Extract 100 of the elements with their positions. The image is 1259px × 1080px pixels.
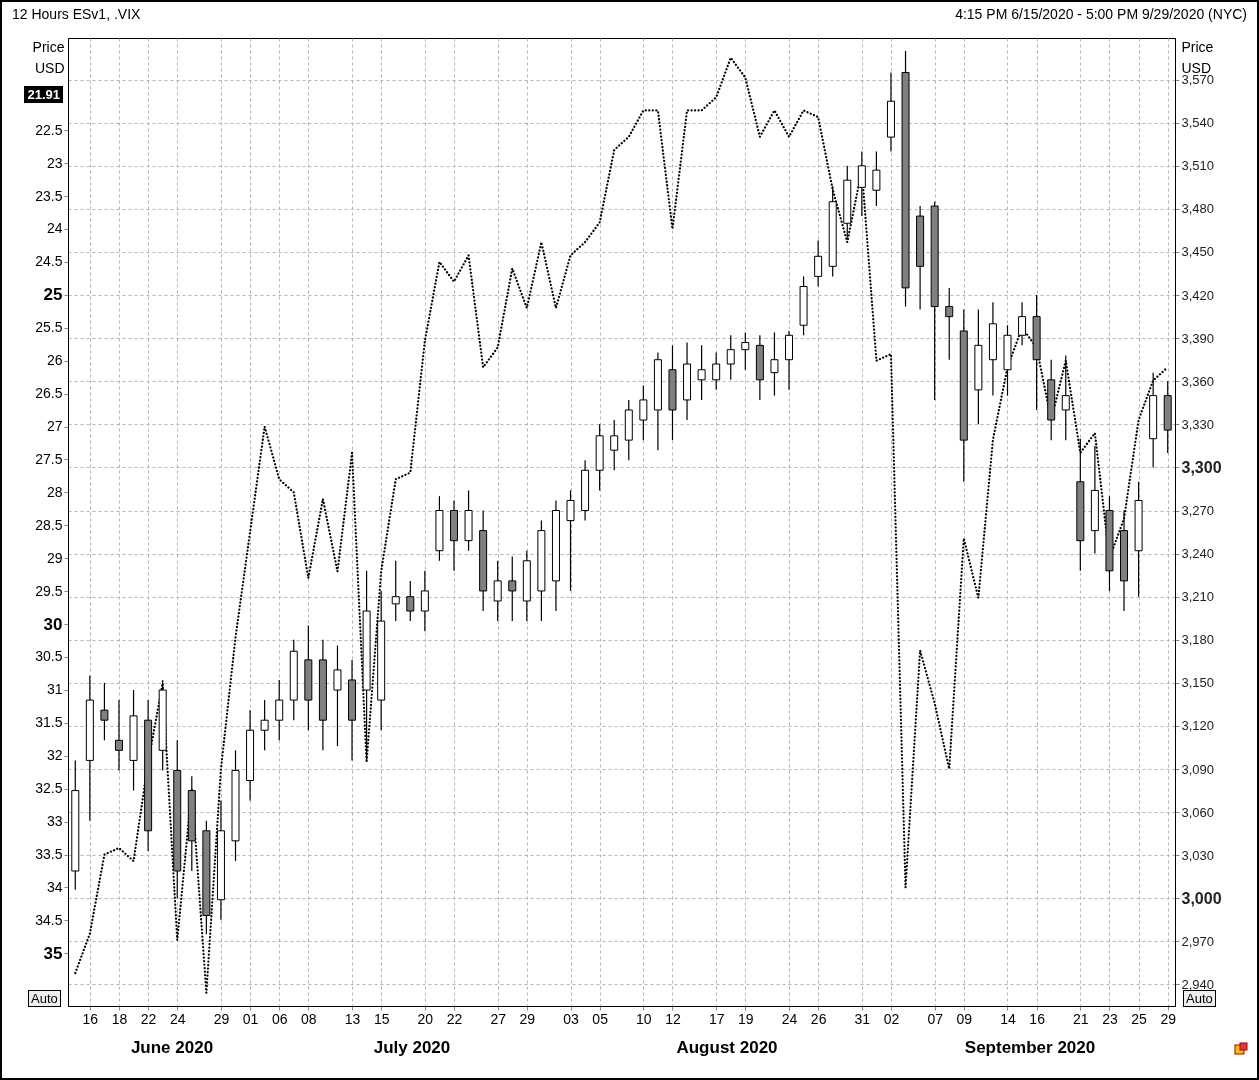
y-tick-label: 22.5 xyxy=(35,121,63,138)
x-tick-label: 13 xyxy=(344,1010,361,1027)
y-tick-label: 29 xyxy=(46,549,63,566)
x-tick-label: 20 xyxy=(417,1010,434,1027)
chart-subtitle: 4:15 PM 6/15/2020 - 5:00 PM 9/29/2020 (NYC) xyxy=(955,6,1247,22)
candlestick xyxy=(945,287,954,361)
y-tick-label: 33.5 xyxy=(35,846,63,863)
y2-tick-label: 3,030 xyxy=(1181,847,1215,863)
x-tick-label: 05 xyxy=(592,1010,609,1027)
candlestick xyxy=(260,699,269,751)
x-tick-label: 22 xyxy=(446,1010,463,1027)
candlestick xyxy=(712,351,721,391)
y-tick-label: 28 xyxy=(46,483,63,500)
x-tick-label: 07 xyxy=(927,1010,944,1027)
text: July 2020 xyxy=(372,1038,452,1058)
candlestick xyxy=(610,419,619,471)
y-tick-label: 30.5 xyxy=(35,648,63,665)
x-tick-label: 09 xyxy=(956,1010,973,1027)
y2-tick-label: 2,940 xyxy=(1181,976,1215,992)
y2-tick-label: 3,180 xyxy=(1181,632,1215,648)
y-tick-label: 34 xyxy=(46,878,63,895)
x-tick-label: 27 xyxy=(490,1010,507,1027)
x-tick-label: 06 xyxy=(271,1010,288,1027)
candlestick xyxy=(770,331,779,397)
y-tick-label: 31 xyxy=(46,681,63,698)
y-tick-label: 26 xyxy=(46,352,63,369)
y-tick-label: 24 xyxy=(46,220,63,237)
text: August 2020 xyxy=(675,1038,779,1058)
y2-tick-label: 3,390 xyxy=(1181,330,1215,346)
candlestick xyxy=(639,384,648,441)
y2-tick-label: 3,210 xyxy=(1181,589,1215,605)
x-tick-label: 22 xyxy=(140,1010,157,1027)
candlestick xyxy=(333,644,342,747)
text: September 2020 xyxy=(963,1038,1097,1058)
x-tick-label: 31 xyxy=(854,1010,871,1027)
candlestick xyxy=(741,331,750,371)
y2-tick-label: 2,970 xyxy=(1181,933,1215,949)
text: Auto xyxy=(1183,990,1216,1007)
line-series xyxy=(74,56,1169,994)
candlestick xyxy=(114,699,123,772)
candlestick xyxy=(872,150,881,207)
text: June 2020 xyxy=(129,1038,215,1058)
x-tick-label: 16 xyxy=(1029,1010,1046,1027)
candlestick xyxy=(275,679,284,741)
y2-tick-label: 3,060 xyxy=(1181,804,1215,820)
chart-title: 12 Hours ESv1, .VIX xyxy=(12,6,141,22)
y-tick-label: 32.5 xyxy=(35,780,63,797)
candlestick xyxy=(566,489,575,592)
y2-tick-label: 3,450 xyxy=(1181,244,1215,260)
y-tick-label: 28.5 xyxy=(35,516,63,533)
y2-tick-label: 3,000 xyxy=(1181,889,1222,907)
x-tick-label: 24 xyxy=(169,1010,186,1027)
y2-tick-label: 3,240 xyxy=(1181,546,1215,562)
x-tick-label: 02 xyxy=(883,1010,900,1027)
x-tick-label: 14 xyxy=(1000,1010,1016,1027)
x-tick-label: 29 xyxy=(1160,1010,1177,1027)
text: Auto xyxy=(28,990,61,1007)
y2-tick-label: 3,330 xyxy=(1181,416,1215,432)
x-tick-label: 15 xyxy=(373,1010,390,1027)
y-tick-label: 33 xyxy=(46,813,63,830)
y-tick-label: 26.5 xyxy=(35,385,63,402)
y2-tick-label: 3,150 xyxy=(1181,675,1215,691)
x-tick-label: 25 xyxy=(1131,1010,1148,1027)
y-tick-label: 27 xyxy=(46,418,63,435)
x-tick-label: 21 xyxy=(1073,1010,1089,1027)
y-tick-label: 25.5 xyxy=(35,319,63,336)
candlestick xyxy=(508,555,517,622)
y2-tick-label: 3,270 xyxy=(1181,503,1215,519)
text: 21.91 xyxy=(24,86,63,103)
candlestick xyxy=(391,560,400,622)
candlestick xyxy=(100,682,109,741)
x-tick-label: 23 xyxy=(1102,1010,1118,1027)
y-axis-title: Price USD xyxy=(32,38,65,76)
x-tick-label: 12 xyxy=(665,1010,681,1027)
x-tick-label: 17 xyxy=(708,1010,725,1027)
y2-tick-label: 3,420 xyxy=(1181,287,1215,303)
y-tick-label: 32 xyxy=(46,747,63,764)
y-tick-label: 23 xyxy=(46,154,63,171)
x-tick-label: 10 xyxy=(636,1010,652,1027)
x-tick-label: 29 xyxy=(519,1010,536,1027)
y-tick-label: 30 xyxy=(43,614,63,634)
y2-tick-label: 3,300 xyxy=(1181,458,1222,476)
x-tick-label: 29 xyxy=(213,1010,230,1027)
y-tick-label: 31.5 xyxy=(35,714,63,731)
candlestick xyxy=(726,334,735,381)
x-tick-label: 19 xyxy=(738,1010,754,1027)
y2-tick-label: 3,360 xyxy=(1181,373,1215,389)
x-tick-label: 24 xyxy=(781,1010,798,1027)
y2-tick-label: 3,510 xyxy=(1181,158,1215,174)
y-tick-label: 27.5 xyxy=(35,450,63,467)
x-tick-label: 01 xyxy=(242,1010,259,1027)
candlestick xyxy=(697,344,706,401)
y-tick-label: 35 xyxy=(43,943,63,963)
y-tick-label: 23.5 xyxy=(35,187,63,204)
candlestick xyxy=(814,239,823,288)
y2-tick-label: 3,120 xyxy=(1181,718,1215,734)
x-tick-label: 08 xyxy=(301,1010,317,1027)
candlestick xyxy=(1018,301,1027,346)
candlestick xyxy=(857,150,866,217)
y-tick-label: 25 xyxy=(43,285,63,305)
